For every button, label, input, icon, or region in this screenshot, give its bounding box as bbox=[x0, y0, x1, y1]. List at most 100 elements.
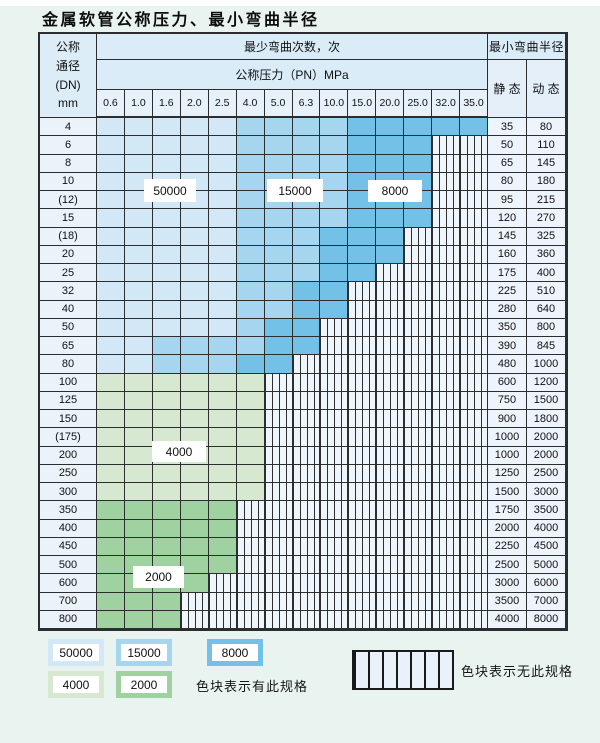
no-spec-cell bbox=[404, 355, 433, 374]
static-radius-cell: 280 bbox=[488, 300, 527, 319]
dn-cell: 100 bbox=[40, 373, 97, 392]
legend-no-spec-text: 色块表示无此规格 bbox=[461, 664, 574, 679]
no-spec-cell bbox=[376, 410, 405, 429]
no-spec-cell bbox=[292, 592, 321, 611]
spec-cell bbox=[180, 300, 209, 319]
spec-table: 公称 通径 (DN) mm 最少弯曲次数，次 最小弯曲半径 公称压力（PN）MP… bbox=[38, 32, 568, 631]
dynamic-radius-cell: 360 bbox=[527, 245, 566, 264]
dn-cell: 10 bbox=[40, 172, 97, 191]
spec-cell bbox=[124, 610, 153, 629]
spec-cell bbox=[97, 136, 125, 155]
spec-cell bbox=[124, 537, 153, 556]
spec-cell bbox=[236, 282, 265, 301]
spec-cell bbox=[97, 172, 125, 191]
no-spec-cell bbox=[264, 464, 293, 483]
spec-cell bbox=[152, 227, 181, 246]
no-spec-cell bbox=[460, 264, 488, 283]
no-spec-cell bbox=[460, 227, 488, 246]
dn-cell: 50 bbox=[40, 318, 97, 337]
static-radius-cell: 480 bbox=[488, 355, 527, 374]
no-spec-cell bbox=[320, 318, 349, 337]
no-spec-cell bbox=[404, 501, 433, 520]
no-spec-cell bbox=[460, 574, 488, 593]
spec-cell bbox=[180, 264, 209, 283]
spec-cell bbox=[97, 391, 125, 410]
spec-cell bbox=[208, 154, 237, 173]
spec-cell bbox=[180, 282, 209, 301]
no-spec-cell bbox=[460, 483, 488, 502]
spec-cell bbox=[264, 118, 293, 137]
no-spec-cell bbox=[348, 428, 377, 447]
no-spec-cell bbox=[404, 574, 433, 593]
no-spec-cell bbox=[376, 373, 405, 392]
no-spec-cell bbox=[236, 519, 265, 538]
static-radius-cell: 65 bbox=[488, 154, 527, 173]
no-spec-cell bbox=[404, 227, 433, 246]
spec-cell bbox=[264, 282, 293, 301]
spec-cell bbox=[208, 428, 237, 447]
no-spec-cell bbox=[264, 373, 293, 392]
spec-cell bbox=[124, 355, 153, 374]
no-spec-cell bbox=[320, 464, 349, 483]
spec-cell bbox=[292, 118, 321, 137]
spec-cell bbox=[236, 245, 265, 264]
spec-cell bbox=[236, 373, 265, 392]
no-spec-cell bbox=[432, 483, 461, 502]
spec-cell bbox=[348, 136, 377, 155]
spec-cell bbox=[180, 483, 209, 502]
static-radius-cell: 600 bbox=[488, 373, 527, 392]
dynamic-radius-cell: 215 bbox=[527, 191, 566, 210]
no-spec-cell bbox=[460, 191, 488, 210]
no-spec-cell bbox=[264, 574, 293, 593]
no-spec-cell bbox=[460, 519, 488, 538]
spec-cell bbox=[264, 154, 293, 173]
spec-cell bbox=[152, 118, 181, 137]
spec-cell bbox=[292, 154, 321, 173]
no-spec-cell bbox=[432, 355, 461, 374]
spec-cell bbox=[97, 282, 125, 301]
header-min-bend-radius: 最小弯曲半径 bbox=[488, 34, 566, 60]
no-spec-cell bbox=[292, 464, 321, 483]
spec-cell bbox=[152, 282, 181, 301]
dn-cell: 15 bbox=[40, 209, 97, 228]
dynamic-radius-cell: 270 bbox=[527, 209, 566, 228]
dn-cell: 125 bbox=[40, 391, 97, 410]
spec-cell bbox=[180, 118, 209, 137]
no-spec-cell bbox=[432, 282, 461, 301]
header-pressure-35.0: 35.0 bbox=[460, 90, 488, 118]
legend-swatch-4000: 4000 bbox=[48, 671, 104, 698]
static-radius-cell: 4000 bbox=[488, 610, 527, 629]
no-spec-cell bbox=[432, 556, 461, 575]
spec-cell bbox=[97, 300, 125, 319]
spec-cell bbox=[404, 154, 433, 173]
no-spec-cell bbox=[432, 391, 461, 410]
no-spec-cell bbox=[432, 318, 461, 337]
no-spec-cell bbox=[404, 592, 433, 611]
no-spec-cell bbox=[264, 446, 293, 465]
spec-cell bbox=[292, 136, 321, 155]
spec-cell bbox=[124, 373, 153, 392]
dynamic-radius-cell: 1500 bbox=[527, 391, 566, 410]
header-bend-cycles: 最少弯曲次数，次 bbox=[97, 34, 488, 60]
no-spec-cell bbox=[348, 610, 377, 629]
no-spec-cell bbox=[404, 610, 433, 629]
dynamic-radius-cell: 8000 bbox=[527, 610, 566, 629]
no-spec-cell bbox=[404, 245, 433, 264]
spec-cell bbox=[348, 264, 377, 283]
header-pressure-32.0: 32.0 bbox=[432, 90, 461, 118]
spec-cell bbox=[208, 318, 237, 337]
spec-cell bbox=[320, 300, 349, 319]
static-radius-cell: 145 bbox=[488, 227, 527, 246]
static-radius-cell: 175 bbox=[488, 264, 527, 283]
no-spec-cell bbox=[376, 610, 405, 629]
dn-cell: 150 bbox=[40, 410, 97, 429]
spec-cell bbox=[124, 483, 153, 502]
dynamic-radius-cell: 3500 bbox=[527, 501, 566, 520]
no-spec-cell bbox=[404, 483, 433, 502]
dn-cell: 200 bbox=[40, 446, 97, 465]
no-spec-cell bbox=[432, 264, 461, 283]
no-spec-cell bbox=[292, 556, 321, 575]
no-spec-cell bbox=[264, 610, 293, 629]
no-spec-cell bbox=[376, 264, 405, 283]
spec-cell bbox=[208, 227, 237, 246]
